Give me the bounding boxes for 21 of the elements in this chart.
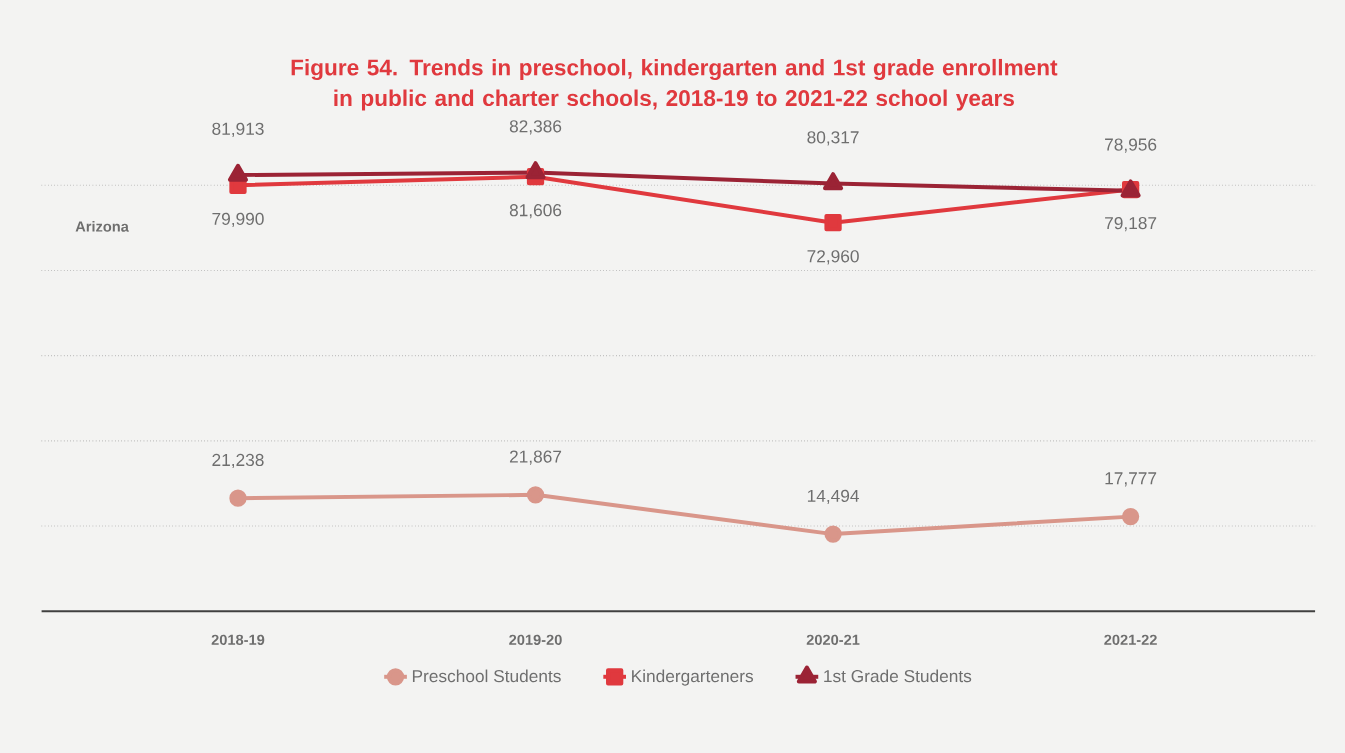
data-label: 78,956 — [1105, 138, 1157, 153]
data-label: 82,386 — [509, 120, 562, 135]
legend-label: Kindergarteners — [632, 669, 754, 686]
legend-label: 1st Grade Students — [824, 669, 972, 683]
data-label: 17,777 — [1105, 472, 1157, 487]
data-label: 14,494 — [807, 489, 859, 505]
legend-label: Preschool Students — [412, 669, 561, 683]
data-label: 79,187 — [1105, 217, 1157, 232]
data-label: 21,867 — [509, 450, 562, 465]
annotation: Arizona — [75, 221, 129, 232]
x-tick-label: 2021-22 — [1104, 634, 1157, 646]
data-label: 79,990 — [212, 212, 264, 228]
data-label: 81,606 — [509, 204, 562, 219]
data-label: 21,238 — [212, 453, 264, 469]
x-tick-label: 2019-20 — [509, 634, 562, 646]
x-tick-label: 2018-19 — [211, 634, 265, 646]
data-label: 81,913 — [212, 122, 264, 137]
data-label: 80,317 — [807, 131, 859, 146]
data-label: 72,960 — [807, 250, 859, 265]
x-tick-label: 2020-21 — [806, 634, 860, 646]
chart-title: Figure 54. Trends in preschool, kindergarten and 1st grade enrollment in public and charter schools, 2018-19 to 2021-22 school years — [291, 58, 1058, 111]
